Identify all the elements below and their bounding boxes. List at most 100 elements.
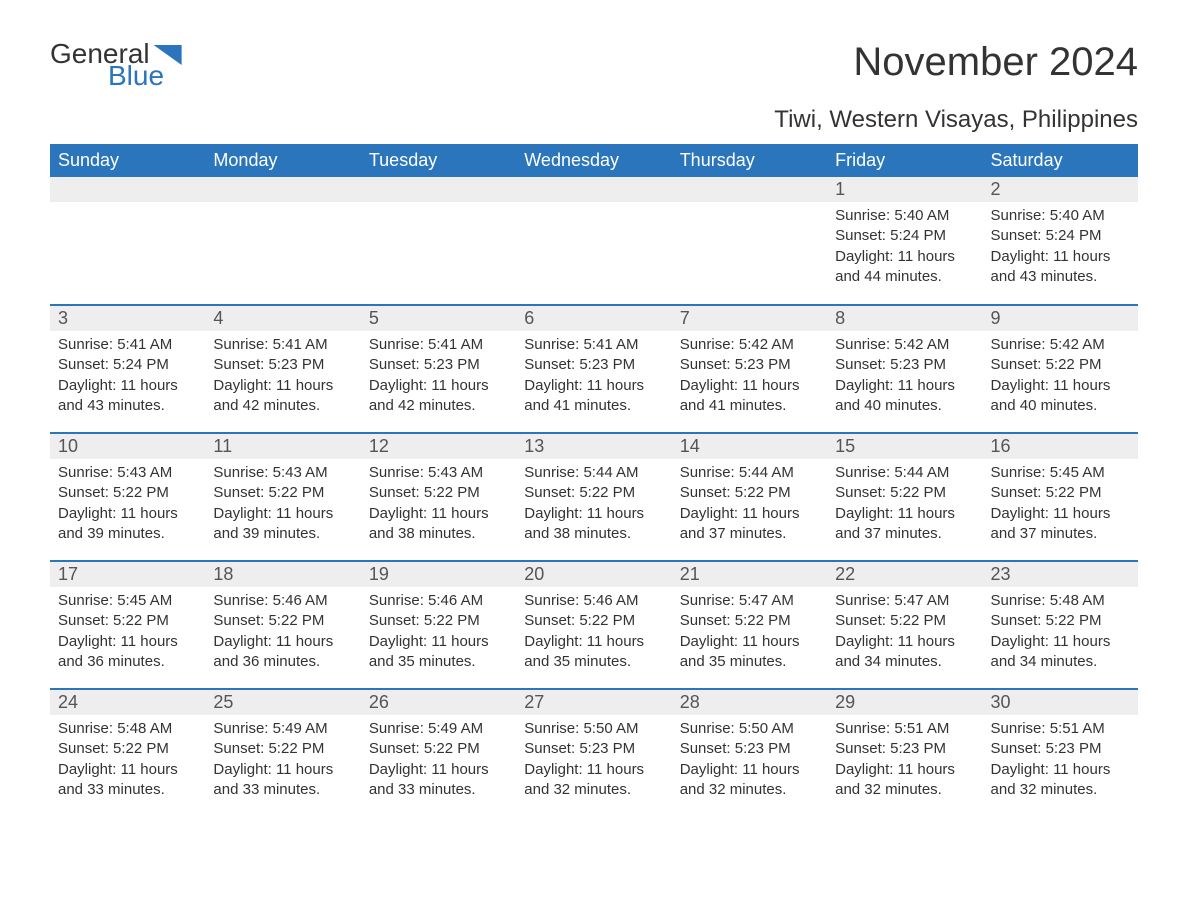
sunset-line: Sunset: 5:22 PM bbox=[369, 483, 508, 503]
sunset-label: Sunset: bbox=[213, 484, 268, 501]
daylight-label: Daylight: bbox=[58, 377, 121, 394]
sunset-label: Sunset: bbox=[369, 484, 424, 501]
daylight-line: Daylight: 11 hours and 33 minutes. bbox=[58, 760, 197, 801]
day-body: Sunrise: 5:44 AMSunset: 5:22 PMDaylight:… bbox=[827, 459, 982, 548]
sunrise-value: 5:40 AM bbox=[1050, 207, 1105, 224]
sunrise-label: Sunrise: bbox=[835, 336, 894, 353]
daylight-line: Daylight: 11 hours and 42 minutes. bbox=[213, 376, 352, 417]
sunset-label: Sunset: bbox=[680, 612, 735, 629]
sunrise-value: 5:40 AM bbox=[894, 207, 949, 224]
day-number: 28 bbox=[672, 690, 827, 715]
sunset-label: Sunset: bbox=[524, 484, 579, 501]
sunrise-label: Sunrise: bbox=[524, 336, 583, 353]
sunset-value: 5:22 PM bbox=[424, 484, 480, 501]
day-body: Sunrise: 5:51 AMSunset: 5:23 PMDaylight:… bbox=[983, 715, 1138, 804]
daylight-line: Daylight: 11 hours and 35 minutes. bbox=[680, 632, 819, 673]
brand-word2: Blue bbox=[108, 62, 182, 90]
calendar-cell: 21Sunrise: 5:47 AMSunset: 5:22 PMDayligh… bbox=[672, 561, 827, 689]
sunrise-line: Sunrise: 5:49 AM bbox=[213, 719, 352, 739]
sunset-label: Sunset: bbox=[991, 356, 1046, 373]
sunset-value: 5:24 PM bbox=[890, 227, 946, 244]
daylight-label: Daylight: bbox=[213, 377, 276, 394]
sunrise-value: 5:46 AM bbox=[428, 592, 483, 609]
sunset-label: Sunset: bbox=[991, 740, 1046, 757]
sunrise-line: Sunrise: 5:43 AM bbox=[369, 463, 508, 483]
sunrise-label: Sunrise: bbox=[835, 464, 894, 481]
day-number-empty bbox=[205, 177, 360, 202]
sunrise-label: Sunrise: bbox=[369, 336, 428, 353]
day-body: Sunrise: 5:41 AMSunset: 5:23 PMDaylight:… bbox=[205, 331, 360, 420]
calendar-cell: 30Sunrise: 5:51 AMSunset: 5:23 PMDayligh… bbox=[983, 689, 1138, 817]
daylight-line: Daylight: 11 hours and 40 minutes. bbox=[991, 376, 1130, 417]
sunrise-value: 5:42 AM bbox=[1050, 336, 1105, 353]
daylight-line: Daylight: 11 hours and 33 minutes. bbox=[213, 760, 352, 801]
sunrise-line: Sunrise: 5:47 AM bbox=[680, 591, 819, 611]
daylight-label: Daylight: bbox=[213, 761, 276, 778]
calendar-cell: 29Sunrise: 5:51 AMSunset: 5:23 PMDayligh… bbox=[827, 689, 982, 817]
calendar-head: SundayMondayTuesdayWednesdayThursdayFrid… bbox=[50, 144, 1138, 177]
daylight-line: Daylight: 11 hours and 39 minutes. bbox=[213, 504, 352, 545]
sunrise-line: Sunrise: 5:50 AM bbox=[524, 719, 663, 739]
sunrise-value: 5:48 AM bbox=[117, 720, 172, 737]
calendar-cell: 8Sunrise: 5:42 AMSunset: 5:23 PMDaylight… bbox=[827, 305, 982, 433]
calendar-cell: 20Sunrise: 5:46 AMSunset: 5:22 PMDayligh… bbox=[516, 561, 671, 689]
sunrise-line: Sunrise: 5:42 AM bbox=[835, 335, 974, 355]
sunset-value: 5:23 PM bbox=[890, 740, 946, 757]
day-body: Sunrise: 5:50 AMSunset: 5:23 PMDaylight:… bbox=[516, 715, 671, 804]
sunset-value: 5:23 PM bbox=[890, 356, 946, 373]
sunset-value: 5:22 PM bbox=[424, 612, 480, 629]
sunset-label: Sunset: bbox=[369, 356, 424, 373]
daylight-label: Daylight: bbox=[213, 633, 276, 650]
daylight-label: Daylight: bbox=[835, 761, 898, 778]
day-number-empty bbox=[361, 177, 516, 202]
sunset-line: Sunset: 5:24 PM bbox=[58, 355, 197, 375]
calendar-cell: 22Sunrise: 5:47 AMSunset: 5:22 PMDayligh… bbox=[827, 561, 982, 689]
sunset-value: 5:23 PM bbox=[735, 356, 791, 373]
daylight-label: Daylight: bbox=[680, 761, 743, 778]
sunrise-label: Sunrise: bbox=[524, 464, 583, 481]
sunset-line: Sunset: 5:22 PM bbox=[213, 611, 352, 631]
sunset-label: Sunset: bbox=[369, 740, 424, 757]
calendar-cell: 2Sunrise: 5:40 AMSunset: 5:24 PMDaylight… bbox=[983, 177, 1138, 305]
daylight-label: Daylight: bbox=[991, 761, 1054, 778]
sunset-value: 5:22 PM bbox=[735, 484, 791, 501]
sunrise-label: Sunrise: bbox=[680, 336, 739, 353]
sunrise-label: Sunrise: bbox=[680, 464, 739, 481]
sunrise-label: Sunrise: bbox=[680, 592, 739, 609]
sunrise-line: Sunrise: 5:48 AM bbox=[58, 719, 197, 739]
day-number-empty bbox=[672, 177, 827, 202]
daylight-label: Daylight: bbox=[680, 377, 743, 394]
day-number: 3 bbox=[50, 306, 205, 331]
day-body: Sunrise: 5:42 AMSunset: 5:23 PMDaylight:… bbox=[827, 331, 982, 420]
sunset-value: 5:22 PM bbox=[268, 740, 324, 757]
sunrise-line: Sunrise: 5:43 AM bbox=[58, 463, 197, 483]
day-number: 14 bbox=[672, 434, 827, 459]
sunrise-label: Sunrise: bbox=[991, 464, 1050, 481]
sunset-label: Sunset: bbox=[835, 484, 890, 501]
daylight-line: Daylight: 11 hours and 35 minutes. bbox=[369, 632, 508, 673]
sunrise-label: Sunrise: bbox=[213, 720, 272, 737]
daylight-label: Daylight: bbox=[58, 761, 121, 778]
sunrise-value: 5:51 AM bbox=[894, 720, 949, 737]
day-body: Sunrise: 5:49 AMSunset: 5:22 PMDaylight:… bbox=[361, 715, 516, 804]
day-number: 23 bbox=[983, 562, 1138, 587]
month-title: November 2024 bbox=[853, 40, 1138, 85]
sunrise-label: Sunrise: bbox=[991, 336, 1050, 353]
day-number: 4 bbox=[205, 306, 360, 331]
sunrise-line: Sunrise: 5:50 AM bbox=[680, 719, 819, 739]
sunset-label: Sunset: bbox=[58, 612, 113, 629]
sunset-line: Sunset: 5:22 PM bbox=[835, 483, 974, 503]
sunrise-label: Sunrise: bbox=[524, 592, 583, 609]
calendar-row: 1Sunrise: 5:40 AMSunset: 5:24 PMDaylight… bbox=[50, 177, 1138, 305]
sunset-value: 5:23 PM bbox=[424, 356, 480, 373]
sunrise-label: Sunrise: bbox=[58, 336, 117, 353]
sunrise-value: 5:46 AM bbox=[583, 592, 638, 609]
sunrise-label: Sunrise: bbox=[835, 720, 894, 737]
daylight-label: Daylight: bbox=[991, 248, 1054, 265]
daylight-label: Daylight: bbox=[680, 505, 743, 522]
daylight-line: Daylight: 11 hours and 38 minutes. bbox=[369, 504, 508, 545]
calendar-cell: 14Sunrise: 5:44 AMSunset: 5:22 PMDayligh… bbox=[672, 433, 827, 561]
sunset-label: Sunset: bbox=[213, 356, 268, 373]
sunset-label: Sunset: bbox=[991, 484, 1046, 501]
daylight-label: Daylight: bbox=[524, 633, 587, 650]
